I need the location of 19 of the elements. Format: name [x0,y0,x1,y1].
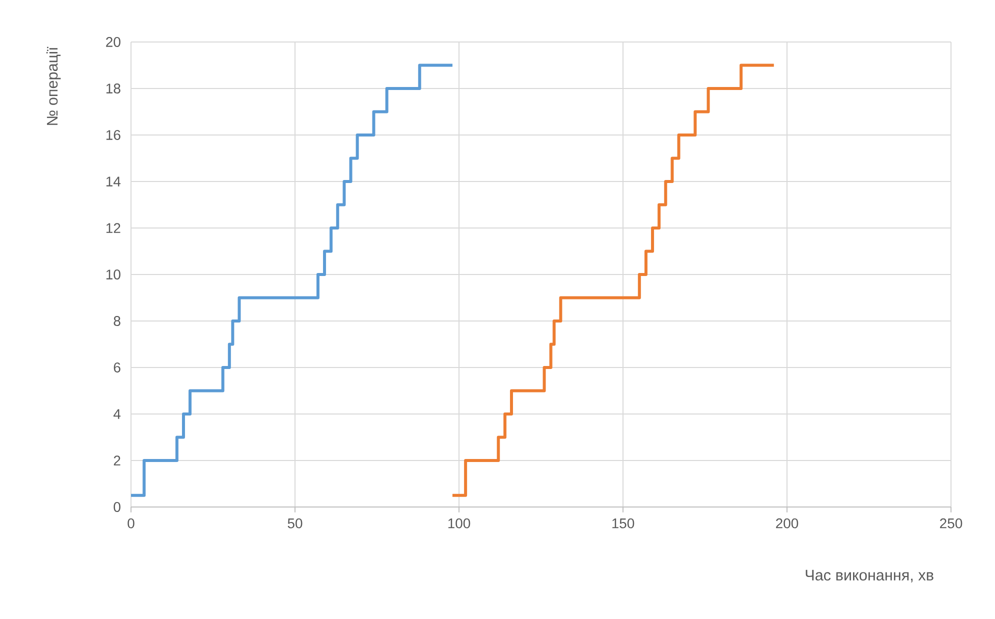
y-tick-label: 20 [106,37,120,47]
y-tick-label: 2 [114,456,120,466]
y-tick-label: 16 [106,130,120,140]
y-tick-label: 4 [113,409,121,419]
y-tick-label: 18 [106,84,120,94]
x-tick-label: 50 [288,518,302,528]
x-axis-title: Час виконання, хв [806,570,934,582]
y-tick-label: 10 [106,270,120,280]
x-tick-label: 100 [448,518,470,528]
x-tick-label: 150 [612,518,634,528]
y-axis-title: № операції [46,46,61,125]
x-tick-label: 200 [776,518,798,528]
y-tick-label: 8 [114,316,120,326]
y-tick-label: 6 [114,362,120,372]
y-tick-label: 0 [114,502,120,512]
x-tick-label: 250 [940,518,962,528]
y-tick-label: 12 [106,223,120,233]
y-tick-label: 14 [106,176,121,186]
x-tick-label: 0 [128,518,134,528]
